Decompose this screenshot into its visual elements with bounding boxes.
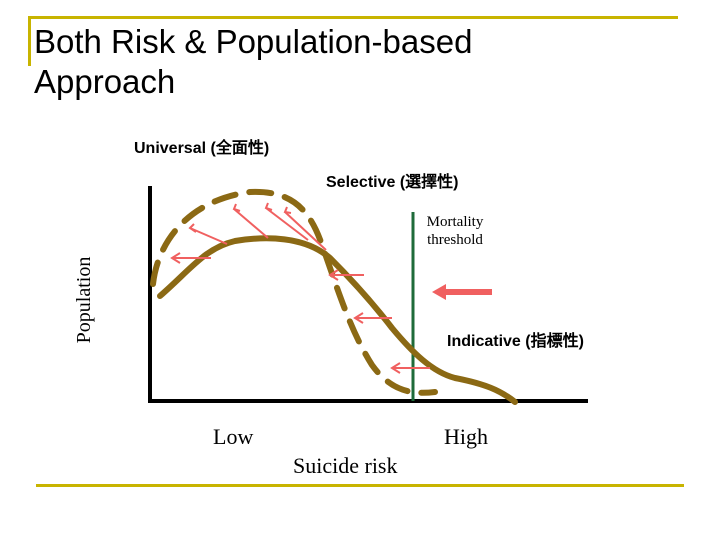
y-axis-label: Population [73,256,95,344]
title-line-1: Both Risk & Population-based [34,23,473,60]
population-curve-shifted [150,188,438,396]
title-line-2: Approach [34,63,176,100]
indicative-label: Indicative (指標性) [447,333,584,350]
shift-arrow-4 [265,207,309,241]
shift-arrows [170,202,430,374]
footer-rule [36,484,684,487]
mortality-threshold-label: Mortality threshold [418,213,492,249]
universal-label: Universal (全面性) [134,140,270,157]
mortality-label-line-2: threshold [427,232,483,248]
x-axis-label: Suicide risk [293,453,398,478]
x-high-label: High [444,424,488,449]
shift-arrow-3 [233,208,269,239]
x-low-label: Low [213,424,254,449]
population-curve-original [157,235,518,405]
shift-arrow-2 [189,227,228,245]
mortality-label-line-1: Mortality [426,214,484,230]
title-frame-left [28,16,31,66]
slide-title: Both Risk & Population-based Approach [34,22,472,102]
title-frame-top [30,16,678,19]
selective-label: Selective (選擇性) [326,174,459,191]
shift-arrow-5 [284,211,327,251]
